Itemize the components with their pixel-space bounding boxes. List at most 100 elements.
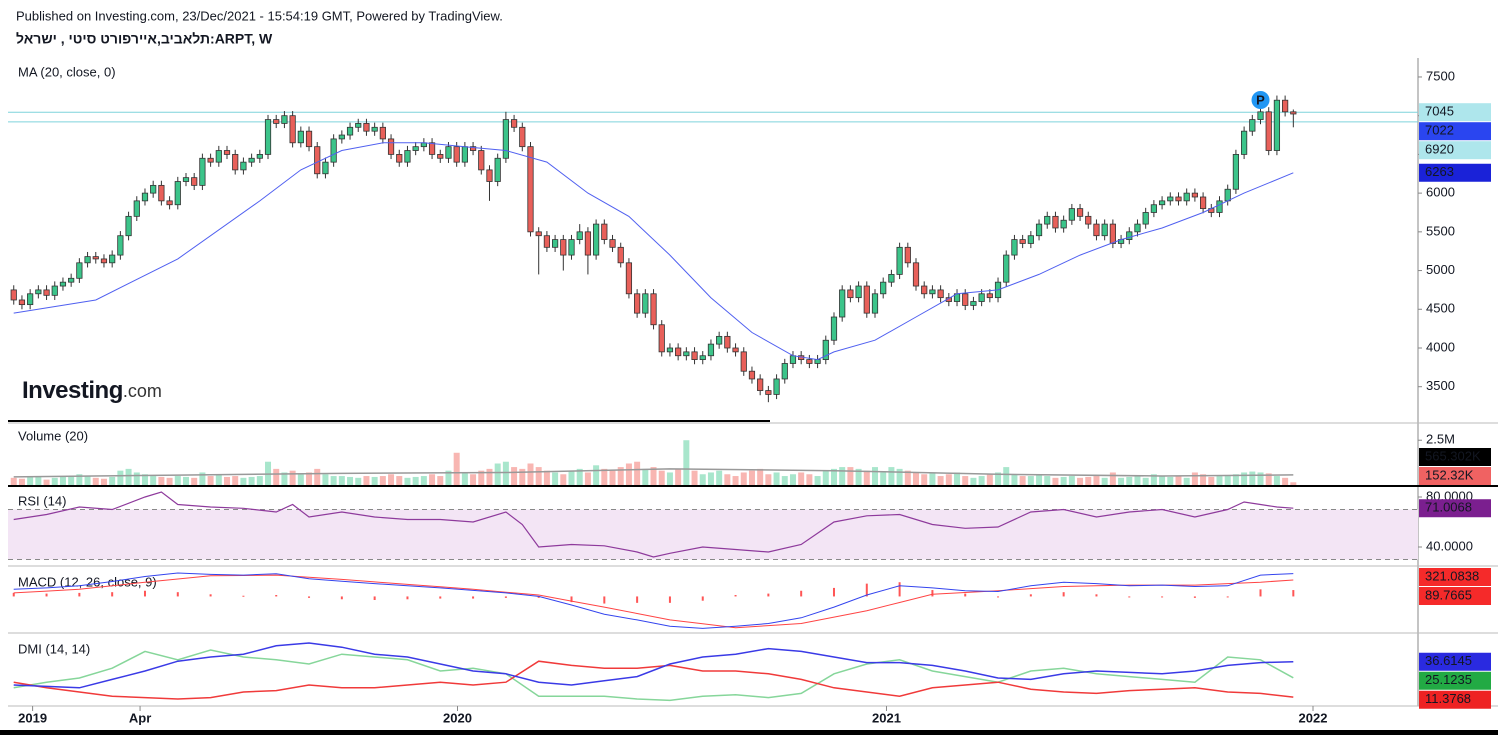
volume-bar bbox=[765, 474, 772, 485]
macd-histogram bbox=[209, 594, 212, 597]
panel-label: RSI (14) bbox=[18, 493, 66, 508]
value-tag: 565.302K bbox=[1425, 448, 1481, 463]
x-tick-label: 2020 bbox=[443, 710, 472, 725]
volume-bar bbox=[609, 470, 616, 485]
volume-bar bbox=[1134, 476, 1141, 485]
candle-body bbox=[1224, 188, 1231, 202]
value-tag-bg bbox=[1419, 141, 1491, 160]
macd-histogram bbox=[1128, 596, 1131, 598]
volume-bar bbox=[1208, 476, 1215, 485]
macd-histogram bbox=[406, 596, 409, 600]
candle-body bbox=[379, 126, 386, 140]
candle-body bbox=[428, 142, 436, 155]
volume-bar bbox=[265, 461, 272, 485]
value-tag-bg bbox=[1419, 587, 1491, 605]
candle-body bbox=[871, 293, 879, 314]
candle-body bbox=[1158, 200, 1166, 206]
y-tick-label: 4500 bbox=[1426, 301, 1455, 316]
volume-bar bbox=[724, 474, 731, 485]
candle-body bbox=[806, 359, 813, 364]
candle-body bbox=[1134, 223, 1141, 233]
volume-bar bbox=[297, 474, 304, 485]
candle-body bbox=[609, 239, 616, 248]
candle-body bbox=[150, 184, 157, 194]
candle-body bbox=[363, 123, 370, 132]
volume-bar bbox=[355, 477, 362, 485]
value-tag: 7045 bbox=[1425, 104, 1454, 119]
macd-histogram bbox=[275, 595, 278, 597]
volume-bar bbox=[584, 472, 591, 485]
candle-body bbox=[601, 223, 608, 240]
volume-bar bbox=[1109, 472, 1116, 485]
volume-bar bbox=[929, 472, 936, 485]
volume-bar bbox=[76, 474, 83, 485]
volume-bar bbox=[519, 468, 526, 485]
candle-body bbox=[675, 347, 682, 357]
volume-bar bbox=[273, 468, 280, 485]
volume-bar bbox=[871, 467, 878, 485]
volume-bar bbox=[1175, 476, 1182, 485]
value-tag: 321.0838 bbox=[1425, 568, 1479, 583]
volume-bar bbox=[43, 479, 50, 485]
adx-line bbox=[13, 642, 1294, 689]
volume-bar bbox=[117, 470, 124, 485]
volume-bar bbox=[822, 470, 829, 485]
volume-bar bbox=[888, 467, 895, 485]
candle-body bbox=[1175, 196, 1182, 202]
macd-histogram bbox=[603, 596, 606, 604]
candle-body bbox=[552, 239, 559, 248]
candle-body bbox=[1011, 239, 1018, 256]
volume-bar bbox=[748, 470, 755, 485]
volume-bar bbox=[199, 472, 206, 485]
candle-body bbox=[921, 285, 928, 295]
macd-histogram bbox=[832, 587, 835, 597]
volume-bar bbox=[1290, 482, 1297, 485]
candle-body bbox=[502, 119, 509, 159]
candle-body bbox=[978, 293, 985, 302]
candle-body bbox=[412, 146, 419, 151]
candle-body bbox=[1216, 200, 1223, 213]
volume-bar bbox=[757, 468, 764, 485]
value-tag: 6920 bbox=[1425, 142, 1454, 157]
volume-bar bbox=[232, 476, 239, 485]
volume-bar bbox=[166, 477, 173, 485]
candle-body bbox=[666, 347, 674, 353]
candle-body bbox=[248, 157, 255, 163]
candle-body bbox=[1052, 215, 1059, 229]
candle-body bbox=[576, 231, 583, 240]
candle-body bbox=[912, 262, 920, 287]
volume-bar bbox=[855, 468, 862, 485]
candle-body bbox=[469, 146, 477, 151]
y-tick-label: 40.0000 bbox=[1426, 538, 1473, 553]
value-tag: 36.6145 bbox=[1425, 653, 1472, 668]
candle-body bbox=[830, 316, 838, 341]
volume-ma-line bbox=[13, 468, 1294, 478]
macd-histogram bbox=[800, 590, 803, 597]
volume-bar bbox=[847, 467, 854, 485]
volume-bar bbox=[642, 468, 649, 485]
macd-histogram bbox=[1193, 596, 1196, 598]
value-tag: 89.7665 bbox=[1425, 587, 1472, 602]
candle-body bbox=[76, 262, 83, 279]
volume-bar bbox=[281, 472, 288, 485]
candle-body bbox=[51, 285, 58, 296]
candle-body bbox=[1027, 235, 1034, 244]
volume-bar bbox=[420, 476, 427, 485]
candle-body bbox=[814, 359, 821, 364]
marker-label: P bbox=[1256, 92, 1265, 107]
logo-suffix: .com bbox=[123, 381, 162, 401]
volume-bar bbox=[781, 476, 788, 485]
candle-body bbox=[240, 161, 247, 171]
candle-body bbox=[716, 335, 723, 345]
candle-body bbox=[109, 254, 116, 264]
candle-body bbox=[387, 138, 395, 155]
candle-body bbox=[273, 119, 280, 124]
volume-bar bbox=[322, 474, 329, 485]
candle-body bbox=[707, 343, 715, 357]
candle-body bbox=[625, 262, 633, 295]
volume-bar bbox=[379, 476, 386, 485]
y-tick-label: 5500 bbox=[1426, 223, 1455, 238]
volume-bar bbox=[543, 470, 550, 485]
volume-bar bbox=[913, 472, 920, 485]
volume-bar bbox=[306, 472, 313, 485]
